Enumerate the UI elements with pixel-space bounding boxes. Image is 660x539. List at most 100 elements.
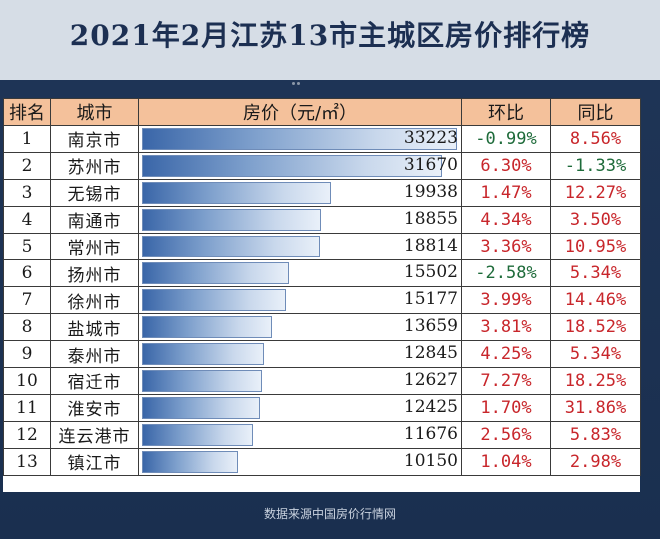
yoy-change-cell: -1.33%	[550, 151, 641, 180]
city-label: 镇江市	[50, 447, 139, 476]
price-value-label: 18855	[403, 208, 458, 229]
header-rank: 排名	[3, 98, 51, 126]
title-band	[0, 0, 660, 80]
yoy-change-cell: 3.50%	[550, 205, 641, 234]
price-bar	[142, 450, 238, 473]
mom-change-cell: 1.04%	[461, 447, 551, 476]
city-label: 连云港市	[50, 420, 139, 449]
rank-cell: 10	[3, 367, 51, 395]
table-row: 5 常州市 18814 3.36% 10.95%	[3, 232, 641, 261]
price-bar	[142, 235, 320, 258]
mom-change-cell: -0.99%	[461, 125, 551, 153]
price-bar	[142, 154, 442, 177]
price-cell: 10150	[138, 447, 462, 476]
price-bar	[142, 262, 289, 285]
price-value-label: 10150	[403, 450, 458, 471]
price-value-label: 33223	[403, 128, 458, 148]
yoy-change-cell: 5.34%	[550, 340, 641, 369]
table-row: 1 南京市 33223 -0.99% 8.56%	[3, 125, 641, 153]
city-label: 徐州市	[50, 286, 139, 315]
ranking-table-container: 排名 城市 房价（元/㎡） 环比 同比 1 南京市 33223 -0.99% 8.56%…	[3, 98, 641, 492]
price-bar	[142, 423, 253, 446]
table-row: 11 淮安市 12425 1.70% 31.86%	[3, 393, 641, 422]
mom-change-cell: 1.47%	[461, 178, 551, 207]
rank-cell: 1	[3, 125, 51, 153]
price-value-label: 15177	[403, 289, 458, 310]
table-row: 4 南通市 18855 4.34% 3.50%	[3, 205, 641, 234]
price-cell: 12845	[138, 340, 462, 369]
city-label: 淮安市	[50, 393, 139, 422]
yoy-change-cell: 5.83%	[550, 420, 641, 449]
price-value-label: 12845	[403, 343, 458, 364]
price-cell: 18855	[138, 205, 462, 234]
price-value-label: 18814	[403, 235, 458, 256]
table-body: 1 南京市 33223 -0.99% 8.56% 2 苏州市 31670 6.30% -1.33%…	[3, 125, 641, 476]
price-cell: 33223	[138, 125, 462, 153]
price-bar	[142, 396, 260, 419]
price-bar	[142, 370, 262, 392]
yoy-change-cell: 18.25%	[550, 367, 641, 395]
ranking-table: 排名 城市 房价（元/㎡） 环比 同比 1 南京市 33223 -0.99% 8.56%…	[3, 98, 641, 476]
yoy-change-cell: 31.86%	[550, 393, 641, 422]
table-row: 10 宿迁市 12627 7.27% 18.25%	[3, 367, 641, 395]
yoy-change-cell: 10.95%	[550, 232, 641, 261]
city-label: 苏州市	[50, 151, 139, 180]
city-label: 盐城市	[50, 313, 139, 342]
price-value-label: 31670	[403, 154, 458, 175]
price-value-label: 12627	[403, 370, 458, 391]
price-value-label: 11676	[403, 423, 458, 444]
city-label: 南京市	[50, 125, 139, 153]
city-label: 泰州市	[50, 340, 139, 369]
mom-change-cell: -2.58%	[461, 259, 551, 288]
data-source-note: 数据来源中国房价行情网	[263, 507, 396, 521]
rank-cell: 5	[3, 232, 51, 261]
mom-change-cell: 3.81%	[461, 313, 551, 342]
price-cell: 31670	[138, 151, 462, 180]
chart-title: 2021年2月江苏13市主城区房价排行榜	[69, 19, 591, 52]
table-row: 8 盐城市 13659 3.81% 18.52%	[3, 313, 641, 342]
city-label: 宿迁市	[50, 367, 139, 395]
price-cell: 11676	[138, 420, 462, 449]
price-bar	[142, 343, 264, 366]
price-cell: 13659	[138, 313, 462, 342]
price-value-label: 12425	[403, 396, 458, 417]
price-cell: 15502	[138, 259, 462, 288]
price-bar	[142, 128, 457, 150]
yoy-change-cell: 5.34%	[550, 259, 641, 288]
price-bar	[142, 289, 286, 312]
mom-change-cell: 4.25%	[461, 340, 551, 369]
price-value-label: 19938	[403, 181, 458, 202]
mom-change-cell: 1.70%	[461, 393, 551, 422]
price-bar	[142, 316, 272, 339]
price-cell: 12627	[138, 367, 462, 395]
price-cell: 12425	[138, 393, 462, 422]
table-row: 13 镇江市 10150 1.04% 2.98%	[3, 447, 641, 476]
header-city: 城市	[50, 98, 139, 126]
title-decoration	[292, 70, 304, 85]
table-row: 9 泰州市 12845 4.25% 5.34%	[3, 340, 641, 369]
price-cell: 15177	[138, 286, 462, 315]
table-row: 6 扬州市 15502 -2.58% 5.34%	[3, 259, 641, 288]
price-value-label: 15502	[403, 262, 458, 283]
rank-cell: 9	[3, 340, 51, 369]
price-cell: 18814	[138, 232, 462, 261]
yoy-change-cell: 8.56%	[550, 125, 641, 153]
mom-change-cell: 2.56%	[461, 420, 551, 449]
yoy-change-cell: 2.98%	[550, 447, 641, 476]
city-label: 扬州市	[50, 259, 139, 288]
table-row: 3 无锡市 19938 1.47% 12.27%	[3, 178, 641, 207]
header-mom: 环比	[461, 98, 551, 126]
price-bar	[142, 181, 331, 204]
city-label: 南通市	[50, 205, 139, 234]
rank-cell: 4	[3, 205, 51, 234]
price-cell: 19938	[138, 178, 462, 207]
table-row: 2 苏州市 31670 6.30% -1.33%	[3, 151, 641, 180]
mom-change-cell: 3.36%	[461, 232, 551, 261]
table-header-row: 排名 城市 房价（元/㎡） 环比 同比	[3, 98, 641, 126]
city-label: 常州市	[50, 232, 139, 261]
rank-cell: 11	[3, 393, 51, 422]
rank-cell: 7	[3, 286, 51, 315]
rank-cell: 3	[3, 178, 51, 207]
rank-cell: 13	[3, 447, 51, 476]
mom-change-cell: 3.99%	[461, 286, 551, 315]
